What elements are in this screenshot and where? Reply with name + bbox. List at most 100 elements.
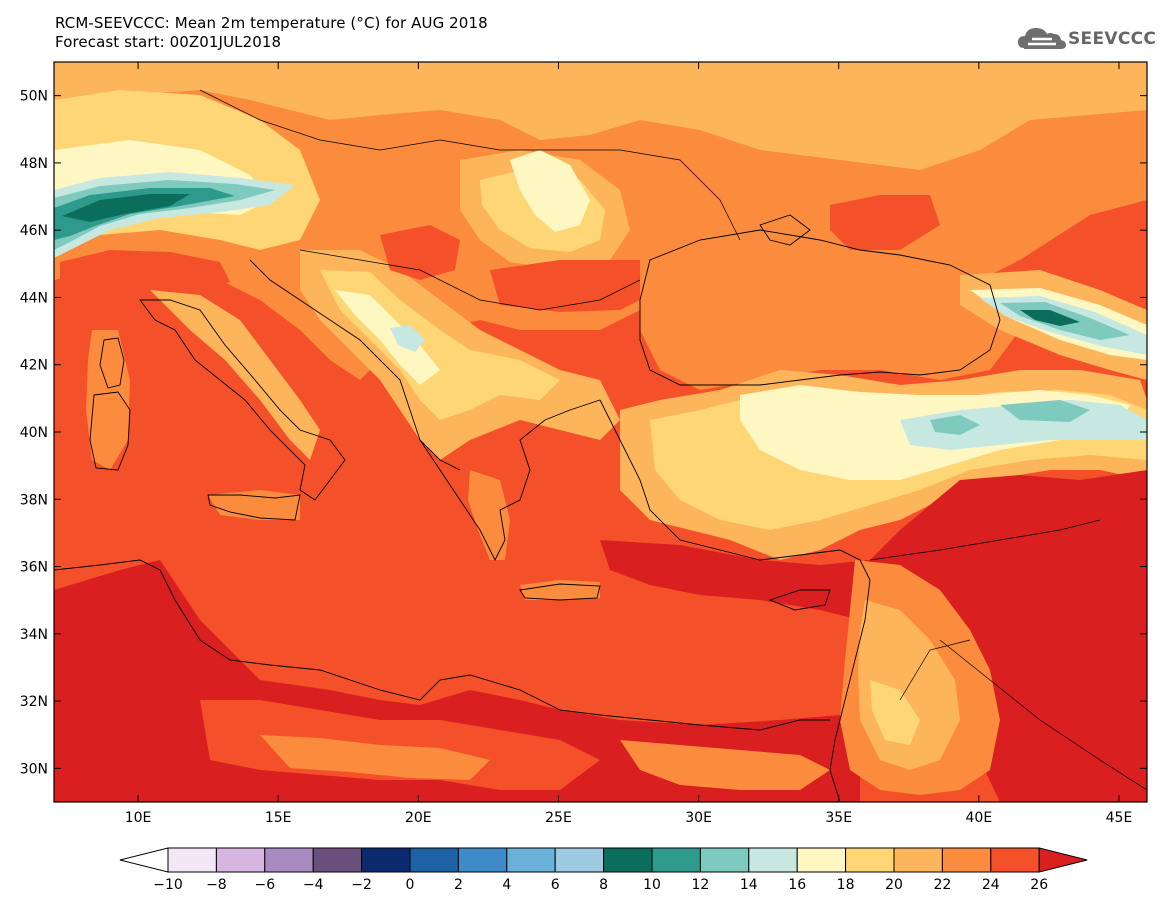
- lon-tick-label: 35E: [825, 810, 852, 826]
- field-med-east-hot: [600, 540, 880, 620]
- colorbar-swatch: [651, 847, 701, 873]
- colorbar-label: 6: [551, 877, 560, 893]
- border-middle-east: [869, 519, 1147, 791]
- colorbar-label: 22: [933, 877, 951, 893]
- field-mesopotamia-hot: [870, 470, 1147, 802]
- field-libya-24: [260, 735, 490, 780]
- field-alps-10: [62, 194, 190, 222]
- colorbar-swatch: [845, 847, 895, 873]
- field-danube-warm: [490, 260, 660, 312]
- colorbar-swatch: [361, 847, 411, 873]
- lat-tick-label: 34N: [20, 627, 48, 643]
- logo-text: SEEVCCC: [1068, 29, 1157, 49]
- field-hungary-warm: [380, 225, 460, 280]
- coast-black-sea: [639, 229, 1001, 386]
- field-north-band: [54, 62, 1147, 170]
- coast-cyprus: [768, 589, 831, 611]
- colorbar-swatch: [312, 847, 363, 873]
- lat-tick-label: 38N: [20, 492, 48, 508]
- coast-adriatic: [249, 259, 461, 471]
- border-europe: [199, 89, 741, 241]
- colorbar-label: 18: [837, 877, 855, 893]
- colorbar-upper-extension: [1038, 847, 1088, 873]
- colorbar-swatch: [215, 847, 266, 873]
- colorbar-swatch: [409, 847, 459, 873]
- colorbar-swatch: [990, 847, 1040, 873]
- coast-crimea: [759, 214, 811, 246]
- coastlines: [54, 89, 1147, 802]
- colorbar-swatch: [748, 847, 798, 873]
- colorbar-lower-extension: [119, 847, 169, 873]
- lat-tick-label: 50N: [20, 89, 48, 105]
- colorbar-swatch: [796, 847, 847, 873]
- lat-tick-label: 44N: [20, 290, 48, 306]
- colorbar-label: 0: [406, 877, 415, 893]
- coast-crete: [519, 583, 601, 601]
- temperature-field: [54, 62, 1147, 802]
- title-line-1: RCM-SEEVCCC: Mean 2m temperature (°C) fo…: [55, 14, 488, 32]
- coast-north-africa: [54, 559, 830, 731]
- coast-corsica: [99, 337, 125, 389]
- field-balkans-16: [390, 325, 425, 352]
- field-greece-22: [468, 470, 510, 560]
- colorbar-swatch: [506, 847, 556, 873]
- colorbar-label: 8: [599, 877, 608, 893]
- coast-levant: [829, 579, 871, 802]
- longitude-axis: 10E 15E 20E 25E 30E 35E 40E 45E: [125, 62, 1133, 826]
- field-anatolia-14b: [1000, 400, 1090, 422]
- colorbar: −10 −8 −6 −4 −2 0 2 4 6 8 10 12 14 16 18 20 22 24 26: [119, 847, 1088, 893]
- colorbar-swatch: [941, 847, 992, 873]
- lon-tick-label: 25E: [545, 810, 572, 826]
- field-caucasus-10: [1020, 310, 1080, 326]
- colorbar-label: 16: [788, 877, 806, 893]
- lat-tick-label: 48N: [20, 156, 48, 172]
- field-carpathians-18: [510, 150, 590, 232]
- colorbar-swatch: [893, 847, 943, 873]
- lon-tick-label: 30E: [685, 810, 712, 826]
- lat-tick-label: 42N: [20, 358, 48, 374]
- lon-tick-label: 15E: [265, 810, 292, 826]
- colorbar-swatch: [457, 847, 508, 873]
- colorbar-label: 24: [982, 877, 1000, 893]
- colorbar-label: 10: [643, 877, 661, 893]
- lat-tick-label: 40N: [20, 425, 48, 441]
- colorbar-label: 4: [502, 877, 511, 893]
- seevccc-logo: SEEVCCC: [1016, 22, 1156, 56]
- colorbar-label: 12: [691, 877, 709, 893]
- coast-turkey: [599, 399, 871, 581]
- colorbar-swatch: [554, 847, 605, 873]
- colorbar-label: 20: [885, 877, 903, 893]
- colorbar-swatch: [699, 847, 750, 873]
- coast-sicily: [207, 494, 301, 521]
- field-po-valley: [60, 250, 230, 290]
- lat-tick-label: 36N: [20, 560, 48, 576]
- coast-italy: [139, 299, 346, 501]
- field-balkans-18: [335, 290, 440, 385]
- lon-tick-label: 45E: [1106, 810, 1133, 826]
- field-egypt-24: [620, 740, 830, 790]
- colorbar-label: 26: [1030, 877, 1048, 893]
- colorbar-swatch: [603, 847, 653, 873]
- colorbar-label: 2: [454, 877, 463, 893]
- colorbar-label: −6: [254, 877, 275, 893]
- lat-tick-label: 32N: [20, 694, 48, 710]
- coast-greece: [419, 399, 601, 562]
- lon-tick-label: 20E: [405, 810, 432, 826]
- lon-tick-label: 10E: [125, 810, 152, 826]
- border-balkans: [299, 249, 641, 311]
- field-crimea-warm: [830, 195, 940, 250]
- colorbar-label: −4: [303, 877, 324, 893]
- colorbar-label: −2: [351, 877, 372, 893]
- field-apennines: [150, 290, 320, 460]
- lon-tick-label: 40E: [966, 810, 993, 826]
- colorbar-label: 14: [740, 877, 758, 893]
- colorbar-label: −8: [206, 877, 227, 893]
- field-anatolia-14: [930, 415, 980, 435]
- lat-tick-label: 30N: [20, 761, 48, 777]
- colorbar-label: −10: [153, 877, 183, 893]
- lat-tick-label: 46N: [20, 223, 48, 239]
- coast-sardinia: [89, 391, 131, 471]
- latitude-axis: 50N 48N 46N 44N 42N 40N 38N 36N 34N 32N 30N: [20, 89, 1147, 777]
- field-black-sea: [640, 220, 1020, 390]
